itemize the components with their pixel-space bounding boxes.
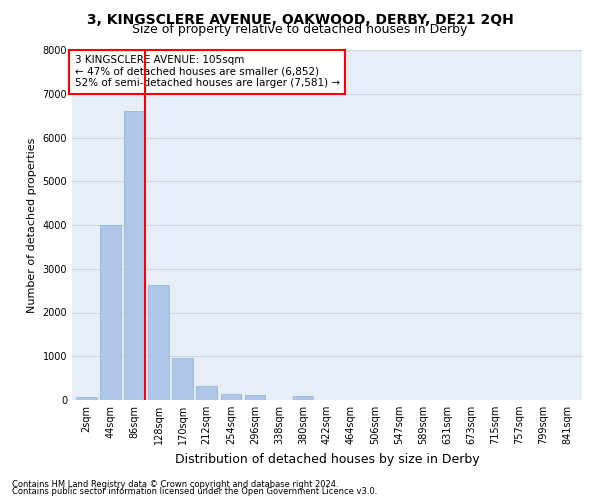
Bar xyxy=(172,358,193,400)
Bar xyxy=(148,286,169,400)
Text: Size of property relative to detached houses in Derby: Size of property relative to detached ho… xyxy=(133,22,467,36)
Bar xyxy=(76,397,97,400)
Bar xyxy=(221,394,241,400)
Bar xyxy=(124,112,145,400)
Bar xyxy=(293,396,313,400)
Y-axis label: Number of detached properties: Number of detached properties xyxy=(27,138,37,312)
Bar xyxy=(100,225,121,400)
Text: Contains public sector information licensed under the Open Government Licence v3: Contains public sector information licen… xyxy=(12,487,377,496)
Bar xyxy=(245,395,265,400)
Bar xyxy=(196,386,217,400)
Text: 3 KINGSCLERE AVENUE: 105sqm
← 47% of detached houses are smaller (6,852)
52% of : 3 KINGSCLERE AVENUE: 105sqm ← 47% of det… xyxy=(74,55,340,88)
Text: Contains HM Land Registry data © Crown copyright and database right 2024.: Contains HM Land Registry data © Crown c… xyxy=(12,480,338,489)
X-axis label: Distribution of detached houses by size in Derby: Distribution of detached houses by size … xyxy=(175,452,479,466)
Text: 3, KINGSCLERE AVENUE, OAKWOOD, DERBY, DE21 2QH: 3, KINGSCLERE AVENUE, OAKWOOD, DERBY, DE… xyxy=(86,12,514,26)
